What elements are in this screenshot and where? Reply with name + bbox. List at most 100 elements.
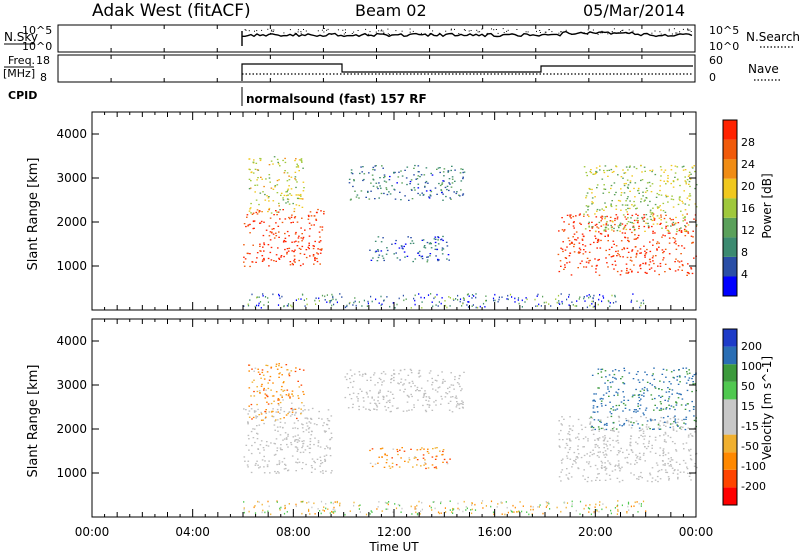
data-cell	[652, 230, 654, 232]
data-cell	[428, 196, 430, 198]
data-cell	[292, 395, 294, 397]
data-cell	[648, 258, 651, 261]
data-cell	[658, 242, 660, 244]
data-cell	[327, 409, 330, 411]
data-cell	[283, 417, 285, 419]
data-cell	[436, 248, 438, 251]
data-cell	[654, 387, 657, 389]
data-cell	[609, 463, 612, 466]
data-cell	[304, 409, 306, 411]
data-cell	[687, 379, 690, 381]
data-cell	[633, 226, 635, 229]
clutter-cell	[303, 299, 305, 301]
data-cell	[639, 264, 642, 266]
data-cell	[443, 168, 446, 170]
data-cell	[299, 252, 302, 255]
data-cell	[286, 253, 288, 255]
data-cell	[649, 382, 651, 385]
data-cell	[582, 244, 584, 246]
clutter-cell	[300, 500, 302, 503]
data-cell	[288, 393, 290, 395]
clutter-cell	[418, 500, 420, 503]
data-cell	[298, 170, 300, 172]
data-cell	[349, 369, 352, 371]
data-cell	[660, 469, 663, 471]
clutter-cell	[462, 297, 465, 299]
data-cell	[263, 387, 265, 390]
data-cell	[604, 228, 607, 230]
data-cell	[631, 396, 634, 398]
data-cell	[635, 208, 637, 210]
clutter-cell	[457, 507, 459, 510]
data-cell	[617, 450, 620, 452]
clutter-cell	[444, 304, 447, 307]
data-cell	[398, 466, 401, 468]
clutter-cell	[333, 506, 335, 509]
data-cell	[299, 193, 302, 196]
data-cell	[321, 418, 323, 420]
data-cell	[631, 260, 633, 262]
noise-dot	[409, 28, 411, 30]
data-cell	[314, 437, 316, 439]
data-cell	[277, 163, 280, 165]
data-cell	[677, 469, 679, 471]
clutter-cell	[330, 299, 333, 302]
data-cell	[251, 261, 253, 263]
data-cell	[327, 419, 330, 422]
data-cell	[688, 272, 690, 275]
noise-dot	[479, 31, 481, 33]
data-cell	[279, 412, 281, 414]
data-cell	[594, 444, 597, 446]
clutter-cell	[358, 505, 360, 507]
data-cell	[599, 247, 602, 249]
clutter-cell	[329, 512, 331, 514]
data-cell	[629, 165, 631, 167]
data-cell	[441, 183, 443, 185]
data-cell	[687, 232, 690, 234]
data-cell	[294, 435, 297, 437]
data-cell	[633, 264, 635, 266]
noise-dot	[668, 30, 670, 32]
data-cell	[385, 181, 388, 183]
data-cell	[293, 255, 296, 257]
data-cell	[561, 469, 564, 471]
data-cell	[411, 198, 414, 200]
data-cell	[573, 227, 575, 229]
clutter-cell	[490, 505, 492, 508]
noise-dot	[659, 31, 661, 33]
data-cell	[417, 252, 419, 254]
data-cell	[319, 465, 321, 467]
clutter-cell	[638, 502, 640, 505]
data-cell	[654, 203, 657, 206]
data-cell	[458, 194, 460, 196]
data-cell	[590, 480, 593, 482]
data-cell	[458, 383, 460, 385]
clutter-cell	[548, 303, 550, 305]
noise-dot	[450, 28, 452, 30]
data-cell	[462, 403, 464, 405]
clutter-cell	[326, 294, 328, 296]
data-cell	[645, 417, 647, 419]
data-cell	[687, 472, 689, 474]
data-cell	[255, 261, 257, 263]
data-cell	[404, 243, 407, 245]
data-cell	[577, 445, 579, 447]
noise-dot	[368, 33, 370, 35]
clutter-cell	[568, 304, 570, 306]
data-cell	[674, 176, 676, 178]
data-cell	[278, 258, 281, 260]
data-cell	[564, 257, 567, 259]
data-cell	[633, 200, 635, 203]
noise-trace	[241, 28, 693, 46]
data-cell	[649, 200, 651, 203]
data-cell	[294, 408, 297, 410]
data-cell	[569, 243, 571, 245]
data-cell	[365, 196, 367, 198]
data-cell	[274, 470, 276, 473]
data-cell	[600, 239, 602, 242]
data-cell	[656, 475, 659, 478]
data-cell	[248, 178, 251, 180]
data-cell	[325, 470, 327, 472]
data-cell	[400, 378, 403, 380]
data-cell	[613, 170, 615, 173]
